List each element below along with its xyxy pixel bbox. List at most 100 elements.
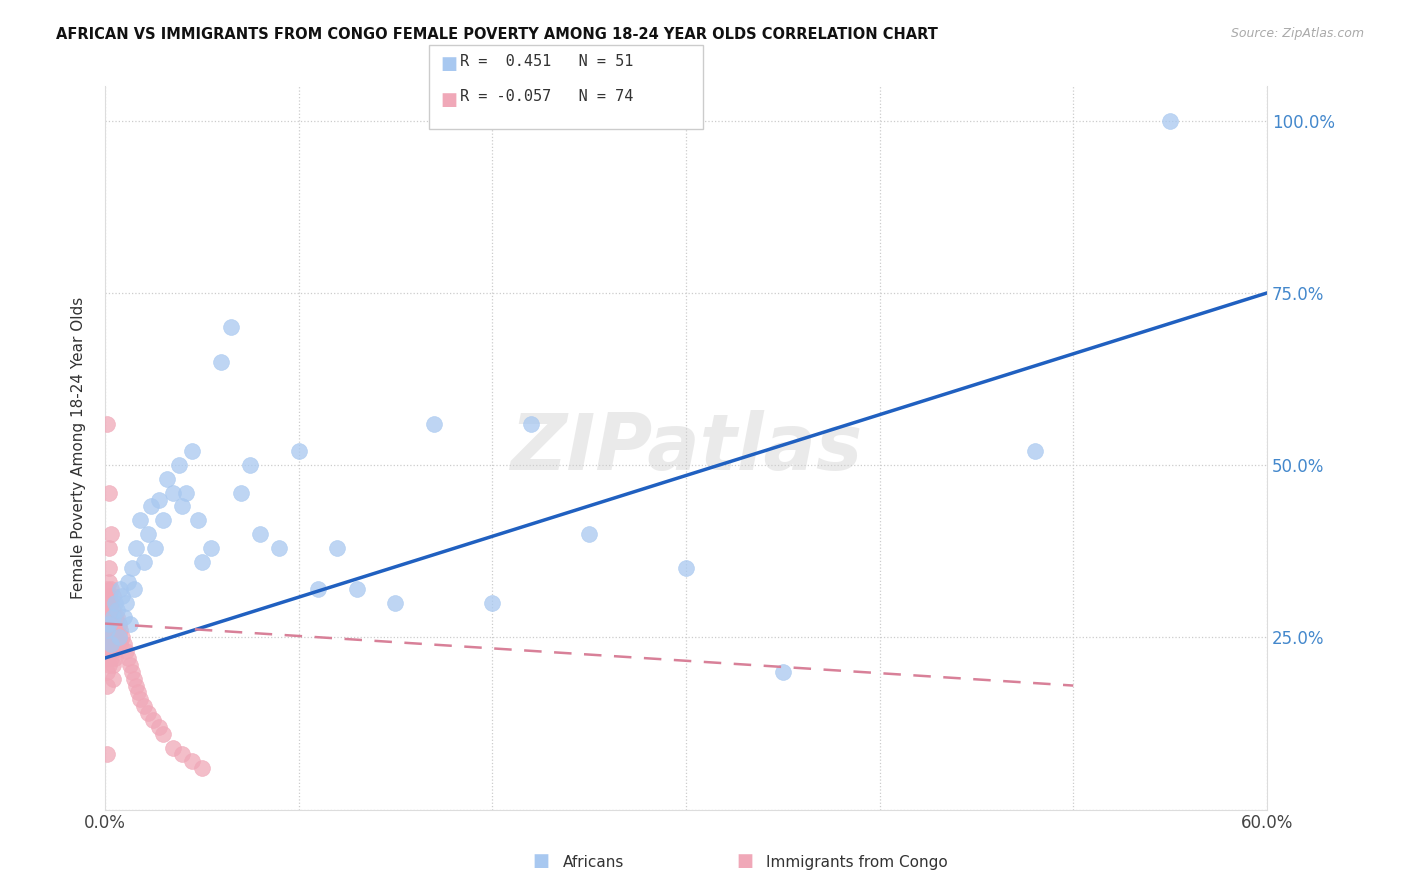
Point (172, 747, 194, 762)
Point (96, 609, 118, 624)
Point (187, 513, 209, 527)
Point (112, 637, 135, 651)
Point (100, 637, 122, 651)
Point (96, 616, 118, 631)
Point (96, 679, 118, 693)
Point (578, 527, 600, 541)
Point (110, 582, 132, 596)
Point (110, 637, 132, 651)
Point (229, 485, 252, 500)
Point (96, 417, 118, 431)
Point (115, 644, 138, 658)
Text: Immigrants from Congo: Immigrants from Congo (766, 855, 948, 870)
Point (176, 485, 198, 500)
Point (162, 740, 184, 755)
Point (520, 417, 543, 431)
Point (287, 444, 309, 458)
Point (97, 603, 120, 617)
Point (101, 616, 124, 631)
Point (772, 665, 794, 679)
Point (97, 616, 120, 631)
Point (96, 624, 118, 638)
Point (326, 541, 349, 555)
Point (101, 589, 124, 603)
Point (142, 713, 165, 727)
Point (100, 631, 122, 645)
Point (105, 624, 128, 638)
Point (97, 616, 120, 631)
Point (122, 672, 145, 686)
Point (172, 500, 194, 514)
Point (209, 355, 232, 369)
Point (101, 603, 124, 617)
Point (100, 644, 122, 658)
Point (191, 761, 214, 775)
Point (100, 651, 122, 665)
Point (121, 561, 143, 575)
Point (181, 444, 204, 458)
Point (156, 472, 179, 486)
Point (97, 616, 120, 631)
Point (115, 596, 138, 610)
Point (111, 589, 134, 603)
Point (101, 672, 124, 686)
Point (96, 631, 118, 645)
Point (675, 561, 697, 575)
Point (107, 631, 129, 645)
Text: ■: ■ (440, 91, 457, 109)
Point (97, 657, 120, 672)
Point (101, 631, 124, 645)
Point (104, 637, 127, 651)
Point (128, 692, 150, 706)
Point (104, 651, 127, 665)
Point (101, 609, 124, 624)
Point (105, 609, 128, 624)
Point (117, 651, 139, 665)
Point (120, 657, 142, 672)
Point (167, 458, 190, 472)
Point (107, 616, 129, 631)
Point (148, 720, 170, 734)
Point (181, 755, 204, 769)
Y-axis label: Female Poverty Among 18-24 Year Olds: Female Poverty Among 18-24 Year Olds (72, 297, 86, 599)
Point (249, 527, 271, 541)
Point (136, 527, 159, 541)
Point (121, 665, 143, 679)
Point (148, 492, 170, 507)
Point (100, 596, 122, 610)
Text: ■: ■ (737, 852, 754, 870)
Point (112, 609, 135, 624)
Point (125, 679, 148, 693)
Point (162, 485, 184, 500)
Point (105, 603, 128, 617)
Point (136, 706, 159, 720)
Point (100, 616, 122, 631)
Point (104, 624, 127, 638)
Text: ■: ■ (533, 852, 550, 870)
Point (110, 624, 132, 638)
Point (100, 637, 122, 651)
Point (96, 624, 118, 638)
Point (104, 609, 127, 624)
Point (96, 582, 118, 596)
Point (125, 541, 148, 555)
Point (96, 651, 118, 665)
Text: R =  0.451   N = 51: R = 0.451 N = 51 (460, 54, 633, 69)
Point (101, 644, 124, 658)
Point (143, 541, 166, 555)
Point (96, 644, 118, 658)
Point (122, 582, 145, 596)
Point (107, 631, 129, 645)
Point (127, 685, 149, 699)
Point (96, 596, 118, 610)
Point (128, 513, 150, 527)
Point (141, 500, 163, 514)
Point (97, 631, 120, 645)
Point (100, 582, 122, 596)
Point (346, 582, 368, 596)
Point (152, 727, 174, 741)
Point (111, 631, 134, 645)
Point (96, 665, 118, 679)
Text: ■: ■ (440, 55, 457, 73)
Text: R = -0.057   N = 74: R = -0.057 N = 74 (460, 89, 633, 104)
